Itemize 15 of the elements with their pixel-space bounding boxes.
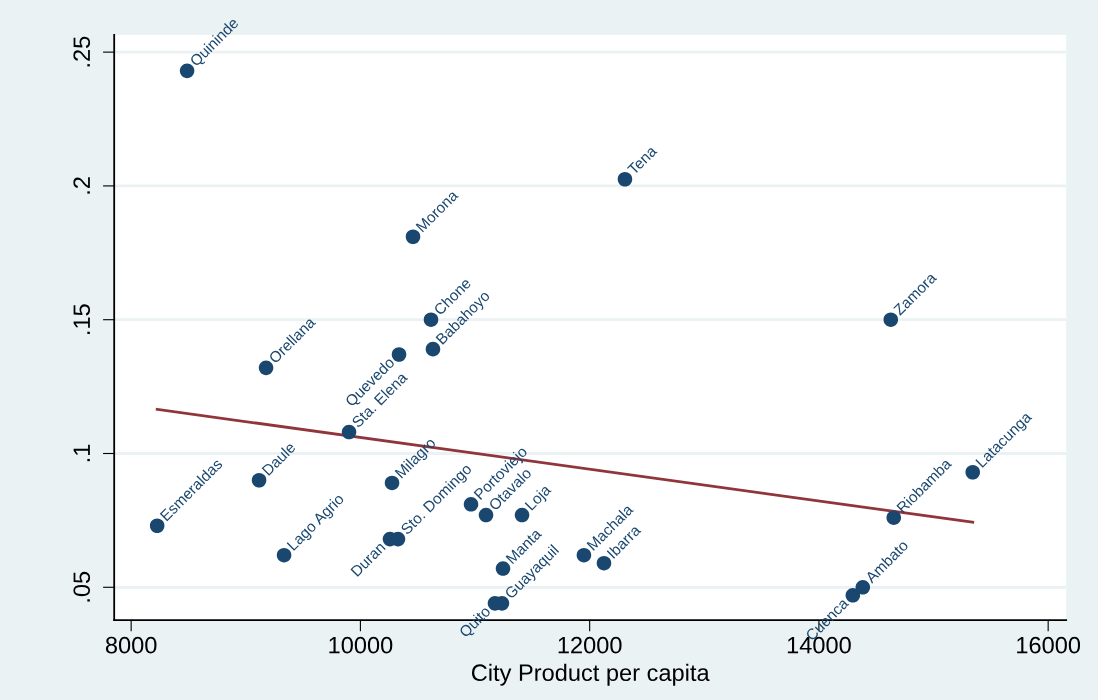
x-tick-label: 16000	[1017, 636, 1081, 654]
point	[478, 507, 494, 523]
y-tick-label: .15	[73, 304, 91, 334]
x-tick-label: 10000	[329, 636, 393, 654]
point	[179, 63, 195, 79]
y-tick-label: .2	[73, 177, 90, 194]
x-axis-title: City Product per capita	[471, 663, 710, 686]
x-tick-label: 8000	[105, 636, 157, 654]
point	[617, 171, 633, 187]
x-tick-label: 12000	[558, 636, 622, 654]
y-tick-label: .05	[73, 571, 91, 602]
annotation: Tena	[626, 144, 658, 176]
y-tick-label: .25	[73, 36, 91, 67]
point	[258, 360, 274, 376]
y-tick-label: .1	[73, 444, 90, 462]
